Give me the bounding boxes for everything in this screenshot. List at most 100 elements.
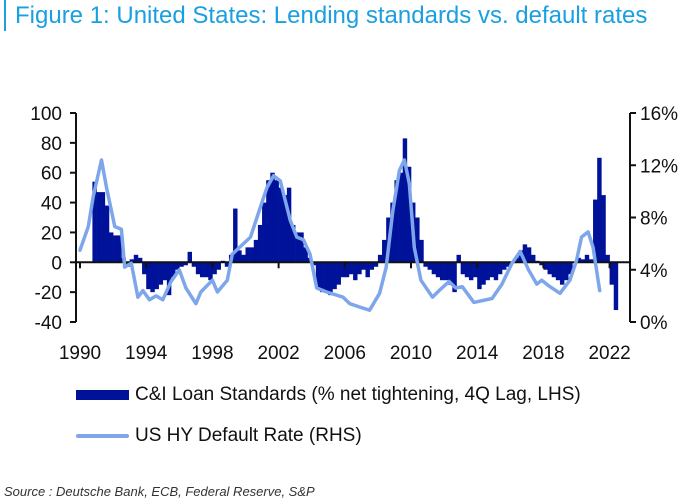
bar	[551, 262, 557, 278]
bar	[195, 262, 201, 275]
x-axis-tick-label: 2022	[588, 343, 630, 364]
bar	[257, 224, 263, 263]
bar	[158, 262, 164, 285]
right-axis-tick-label: 0%	[640, 313, 668, 334]
right-axis-tick-label: 4%	[640, 261, 668, 282]
bar	[473, 262, 478, 278]
source-note: Source : Deutsche Bank, ECB, Federal Res…	[4, 484, 315, 499]
bar	[539, 262, 544, 266]
bar	[493, 262, 499, 281]
bar	[526, 247, 532, 263]
bar	[278, 187, 284, 263]
bar	[365, 262, 370, 278]
left-axis-tick-label: 20	[41, 223, 62, 244]
bar	[344, 262, 350, 278]
bar	[522, 244, 528, 263]
bar-series	[92, 138, 619, 311]
bar	[303, 247, 308, 263]
bar	[286, 187, 292, 263]
legend-item-loan-standards: C&I Loan Standards (% net tightening, 4Q…	[76, 384, 581, 406]
x-axis-tick-label: 2010	[390, 343, 432, 364]
bar	[502, 262, 507, 270]
x-axis-tick-label: 2018	[522, 343, 564, 364]
bar	[452, 262, 457, 293]
left-axis-tick-label: 0	[51, 253, 62, 274]
bar	[241, 254, 246, 263]
bar	[113, 235, 118, 263]
bar	[315, 262, 321, 290]
legend-swatch-line	[76, 434, 129, 438]
bar	[377, 254, 383, 263]
x-axis-tick-label: 1998	[191, 343, 233, 364]
bar	[348, 262, 354, 275]
bar	[402, 138, 408, 263]
bar	[183, 262, 188, 266]
bar	[104, 205, 110, 263]
left-axis-tick-label: -40	[35, 313, 62, 334]
bar	[319, 262, 325, 293]
bar	[427, 262, 432, 270]
bar	[299, 232, 304, 263]
bar	[609, 262, 615, 285]
bar	[576, 257, 581, 263]
axes	[70, 112, 636, 323]
x-axis-tick-label: 2014	[456, 343, 499, 364]
bar	[390, 202, 395, 263]
bar	[568, 262, 573, 275]
bar	[262, 202, 267, 263]
bar	[489, 262, 495, 278]
bar	[456, 254, 461, 263]
bar	[253, 239, 259, 263]
left-axis-tick-label: -20	[35, 283, 62, 304]
x-axis-tick-label: 1990	[59, 343, 101, 364]
bar	[274, 180, 279, 263]
bar	[191, 262, 197, 267]
legend-label: US HY Default Rate (RHS)	[135, 425, 362, 446]
left-axis-tick-label: 40	[41, 194, 62, 215]
bar	[353, 262, 358, 281]
default-rate-line	[78, 158, 602, 312]
bar	[555, 262, 561, 281]
bar	[311, 262, 317, 266]
bar	[423, 262, 428, 267]
bar	[324, 262, 329, 293]
right-axis-tick-label: 8%	[640, 209, 668, 230]
bar	[547, 262, 552, 275]
bar	[394, 180, 399, 263]
bar	[448, 262, 453, 285]
bar	[208, 262, 213, 281]
bar	[485, 262, 490, 281]
bar	[435, 262, 441, 278]
bar	[588, 259, 594, 263]
bar	[481, 262, 486, 285]
bar	[332, 262, 337, 290]
bar	[137, 257, 143, 263]
bar	[530, 254, 536, 263]
bar	[266, 180, 271, 263]
legend-item-default-rate: US HY Default Rate (RHS)	[76, 425, 362, 447]
bar	[291, 224, 296, 263]
bar	[601, 195, 606, 263]
bar	[175, 262, 180, 270]
bar	[369, 262, 375, 270]
bar	[328, 262, 333, 296]
bar	[187, 251, 193, 263]
bar	[237, 250, 242, 263]
bar	[150, 262, 155, 293]
bar	[154, 262, 159, 290]
bar	[468, 262, 474, 281]
bar	[564, 262, 569, 281]
bar	[584, 254, 590, 263]
bar	[506, 262, 511, 267]
bar	[340, 262, 346, 278]
bar	[171, 262, 176, 278]
bar	[199, 262, 205, 278]
bar	[133, 254, 139, 263]
bar	[543, 262, 548, 270]
legend-swatch-bar	[76, 390, 129, 400]
bar	[593, 199, 598, 263]
bar	[233, 208, 238, 263]
x-axis-tick-label: 2006	[324, 343, 366, 364]
bar	[559, 262, 565, 285]
